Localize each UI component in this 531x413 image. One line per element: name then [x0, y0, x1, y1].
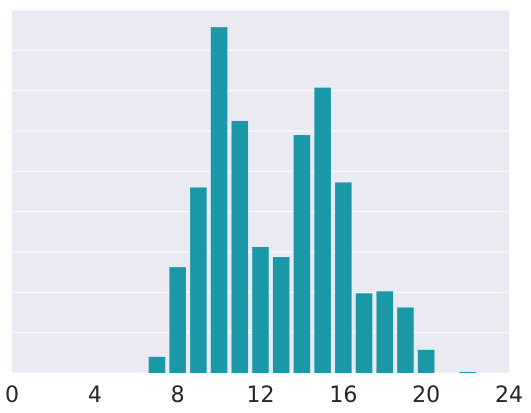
x-tick-label: 8 [171, 383, 185, 408]
bar [190, 187, 207, 373]
bar [210, 27, 228, 374]
x-tick-label: 20 [412, 383, 440, 408]
x-tick-labels: 0 4 8 12 16 20 24 [5, 383, 523, 408]
x-tick-label: 4 [88, 383, 102, 408]
bar [397, 307, 414, 373]
bar [459, 371, 476, 373]
bar [252, 246, 269, 373]
bar [272, 257, 290, 373]
bars [148, 27, 476, 374]
x-tick-label: 0 [5, 383, 19, 408]
bar [148, 356, 166, 373]
bar [314, 87, 331, 374]
bar [417, 349, 435, 373]
x-tick-label: 24 [495, 383, 523, 408]
bar [376, 291, 394, 373]
x-tick-label: 12 [247, 383, 275, 408]
bar [335, 182, 352, 373]
bar [293, 135, 311, 373]
x-tick-label: 16 [329, 383, 357, 408]
bar [231, 120, 249, 374]
bar [169, 267, 186, 373]
bar [355, 293, 373, 373]
